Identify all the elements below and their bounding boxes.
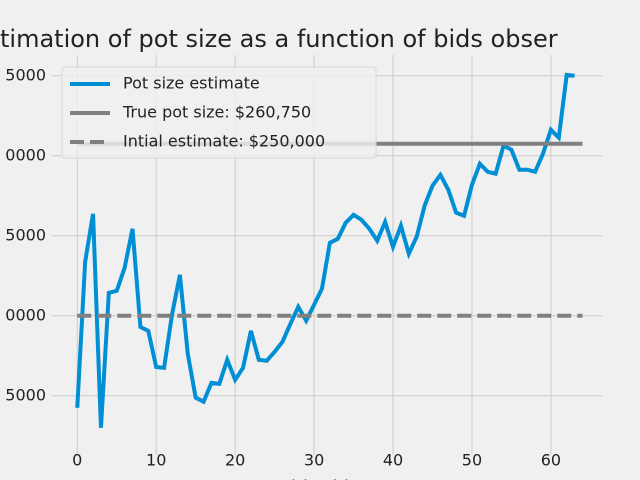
y-tick-label: 5000 [5, 65, 46, 84]
x-tick-label: 30 [304, 451, 324, 470]
y-tick-label: 5000 [5, 225, 46, 244]
x-tick-label: 10 [146, 451, 166, 470]
y-tick-label: 0000 [5, 145, 46, 164]
x-tick-label: 50 [462, 451, 482, 470]
x-tick-label: 60 [541, 451, 561, 470]
x-axis-label: ith Bid [291, 477, 349, 480]
series-line [75, 72, 575, 428]
legend-label: Intial estimate: $250,000 [123, 132, 325, 151]
x-tick-label: 0 [72, 451, 82, 470]
legend-label: True pot size: $260,750 [122, 103, 311, 122]
legend-box [61, 66, 377, 159]
y-tick-label: 5000 [5, 385, 46, 404]
x-tick-label: 40 [383, 451, 403, 470]
y-tick-label: 0000 [5, 305, 46, 324]
legend-label: Pot size estimate [123, 74, 260, 93]
chart-title: timation of pot size as a function of bi… [0, 25, 558, 53]
x-tick-label: 20 [225, 451, 245, 470]
